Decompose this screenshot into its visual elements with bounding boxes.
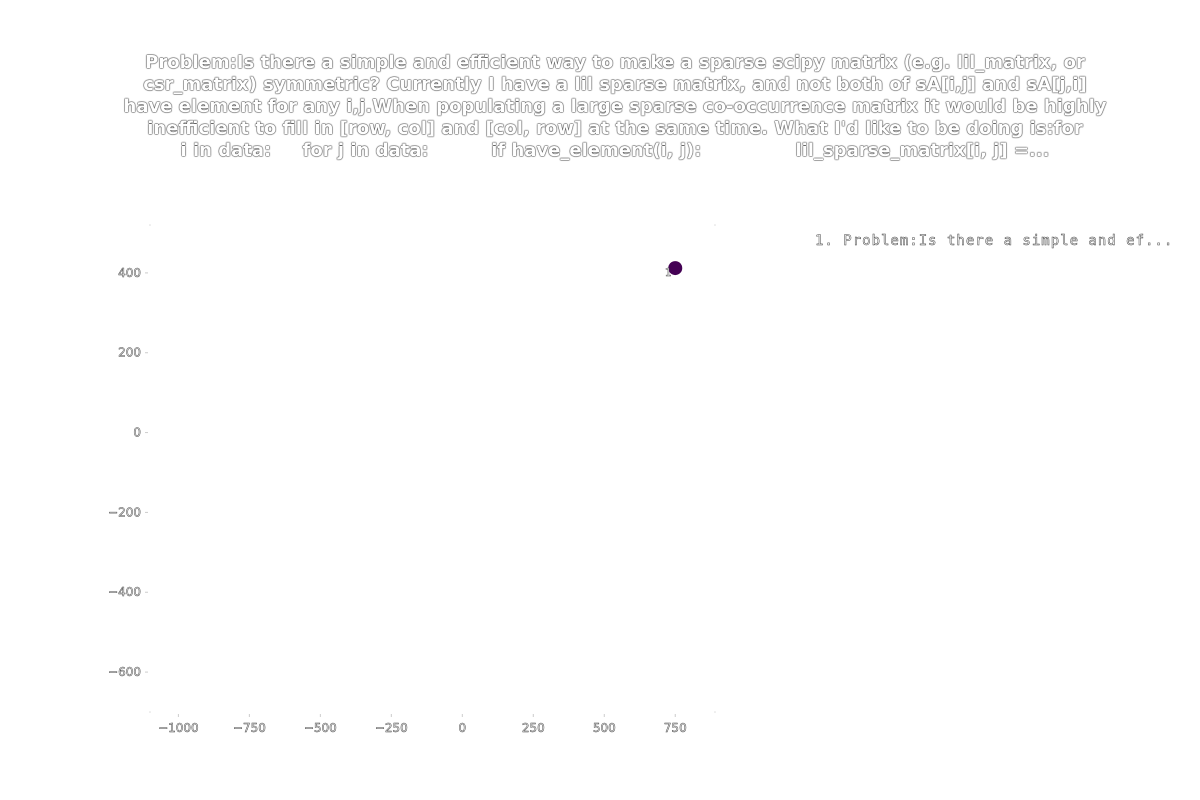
plot-corner-mark bbox=[714, 711, 716, 713]
chart-title: Problem:Is there a simple and efficient … bbox=[60, 52, 1170, 162]
chart-title-line: have element for any i,j.When populating… bbox=[123, 96, 1107, 117]
x-tick-label: 250 bbox=[522, 721, 545, 735]
x-tick-label: −750 bbox=[233, 721, 266, 735]
y-tick-label: −200 bbox=[108, 505, 141, 519]
x-tick-label: −250 bbox=[375, 721, 408, 735]
legend-entry: 1. Problem:Is there a simple and ef... bbox=[815, 233, 1173, 249]
x-axis: −1000 −750 −500 −250 0 250 500 750 bbox=[149, 224, 716, 735]
chart-title-line: Problem:Is there a simple and efficient … bbox=[145, 52, 1085, 73]
x-tick-label: 500 bbox=[593, 721, 616, 735]
x-tick-label: 0 bbox=[458, 721, 466, 735]
chart-title-line: csr_matrix) symmetric? Currently I have … bbox=[143, 74, 1087, 95]
data-point-label: 1 bbox=[665, 266, 672, 279]
y-tick-label: 400 bbox=[118, 266, 141, 280]
y-tick-label: −600 bbox=[108, 665, 141, 679]
y-tick-label: 200 bbox=[118, 346, 141, 360]
plot-corner-mark bbox=[149, 224, 151, 226]
chart-title-line: inefficient to fill in [row, col] and [c… bbox=[147, 118, 1083, 139]
legend: 1. Problem:Is there a simple and ef... bbox=[815, 233, 1173, 250]
y-tick-label: −400 bbox=[108, 585, 141, 599]
x-tick-label: −500 bbox=[304, 721, 337, 735]
y-tick-label: 0 bbox=[133, 426, 141, 440]
x-tick-label: −1000 bbox=[158, 721, 199, 735]
y-axis: 400 200 0 −200 −400 −600 bbox=[108, 266, 148, 679]
plot-corner-mark bbox=[714, 224, 716, 226]
data-points: 1 bbox=[665, 261, 683, 279]
plot-corner-mark bbox=[149, 711, 151, 713]
x-tick-label: 750 bbox=[664, 721, 687, 735]
data-point bbox=[668, 261, 683, 276]
chart-title-line: i in data: for j in data: if have_elemen… bbox=[180, 140, 1050, 161]
